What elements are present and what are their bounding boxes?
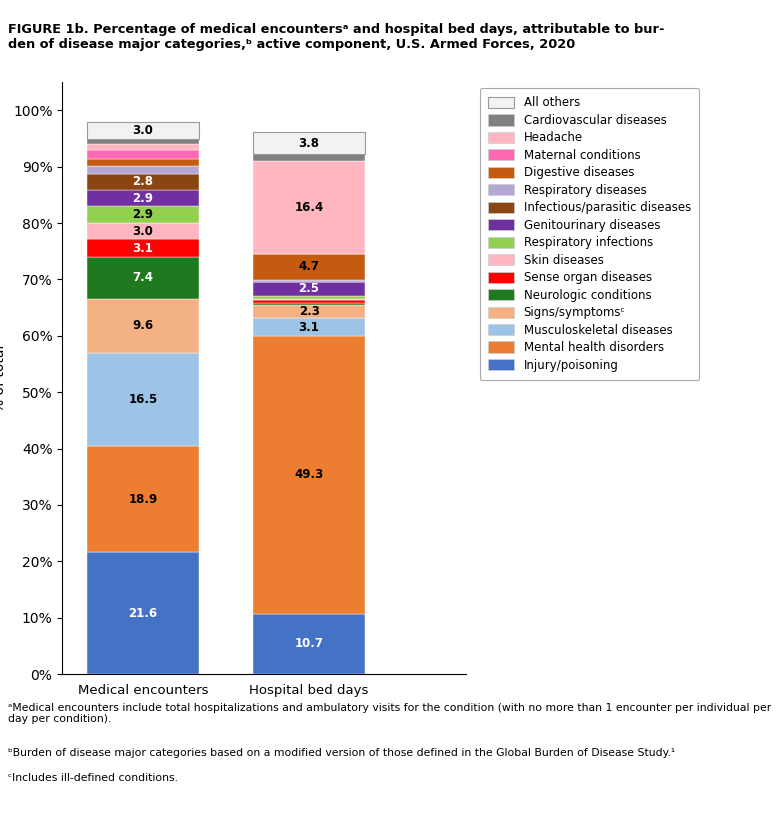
Bar	[87, 552, 199, 674]
Bar	[87, 206, 199, 223]
Text: 2.5: 2.5	[298, 282, 319, 295]
Text: 18.9: 18.9	[128, 492, 158, 506]
Bar	[253, 296, 365, 298]
Bar	[253, 306, 365, 318]
Text: 2.9: 2.9	[132, 208, 154, 221]
Text: 49.3: 49.3	[294, 469, 324, 482]
Text: 2.8: 2.8	[132, 175, 154, 188]
Bar	[87, 239, 199, 257]
Bar	[253, 280, 365, 282]
Text: 21.6: 21.6	[128, 607, 158, 620]
Legend: All others, Cardiovascular diseases, Headache, Maternal conditions, Digestive di: All others, Cardiovascular diseases, Hea…	[480, 88, 699, 380]
Bar	[87, 446, 199, 552]
Text: 9.6: 9.6	[132, 319, 154, 332]
Bar	[253, 154, 365, 161]
Text: 2.9: 2.9	[132, 192, 154, 205]
Bar	[253, 282, 365, 296]
Text: FIGURE 1b. Percentage of medical encountersᵃ and hospital bed days, attributable: FIGURE 1b. Percentage of medical encount…	[8, 23, 664, 36]
Bar	[87, 122, 199, 139]
Text: 3.0: 3.0	[133, 123, 153, 136]
Bar	[253, 302, 365, 306]
Text: 3.0: 3.0	[133, 224, 153, 238]
Bar	[87, 174, 199, 190]
Text: 3.1: 3.1	[133, 242, 153, 255]
Y-axis label: % of total: % of total	[0, 344, 8, 412]
Text: ᵇBurden of disease major categories based on a modified version of those defined: ᵇBurden of disease major categories base…	[8, 748, 675, 758]
Text: 7.4: 7.4	[132, 271, 154, 284]
Bar	[87, 353, 199, 446]
Bar	[87, 159, 199, 166]
Bar	[253, 298, 365, 300]
Text: 10.7: 10.7	[294, 637, 323, 650]
Bar	[253, 614, 365, 674]
Bar	[253, 300, 365, 302]
Bar	[253, 161, 365, 253]
Text: 2.3: 2.3	[298, 306, 319, 318]
Bar	[87, 150, 199, 159]
Text: 3.8: 3.8	[298, 136, 319, 150]
Text: den of disease major categories,ᵇ active component, U.S. Armed Forces, 2020: den of disease major categories,ᵇ active…	[8, 38, 575, 51]
Bar	[253, 253, 365, 280]
Text: 16.4: 16.4	[294, 201, 324, 214]
Bar	[87, 298, 199, 353]
Text: ᶜIncludes ill-defined conditions.: ᶜIncludes ill-defined conditions.	[8, 773, 178, 783]
Bar	[87, 223, 199, 239]
Bar	[253, 318, 365, 336]
Bar	[87, 190, 199, 206]
Bar	[253, 132, 365, 154]
Bar	[87, 166, 199, 174]
Text: 3.1: 3.1	[298, 321, 319, 334]
Bar	[87, 139, 199, 144]
Text: 4.7: 4.7	[298, 261, 319, 273]
Bar	[87, 257, 199, 298]
Text: 16.5: 16.5	[128, 393, 158, 406]
Bar	[87, 144, 199, 150]
Text: ᵃMedical encounters include total hospitalizations and ambulatory visits for the: ᵃMedical encounters include total hospit…	[8, 703, 771, 724]
Bar	[253, 336, 365, 614]
